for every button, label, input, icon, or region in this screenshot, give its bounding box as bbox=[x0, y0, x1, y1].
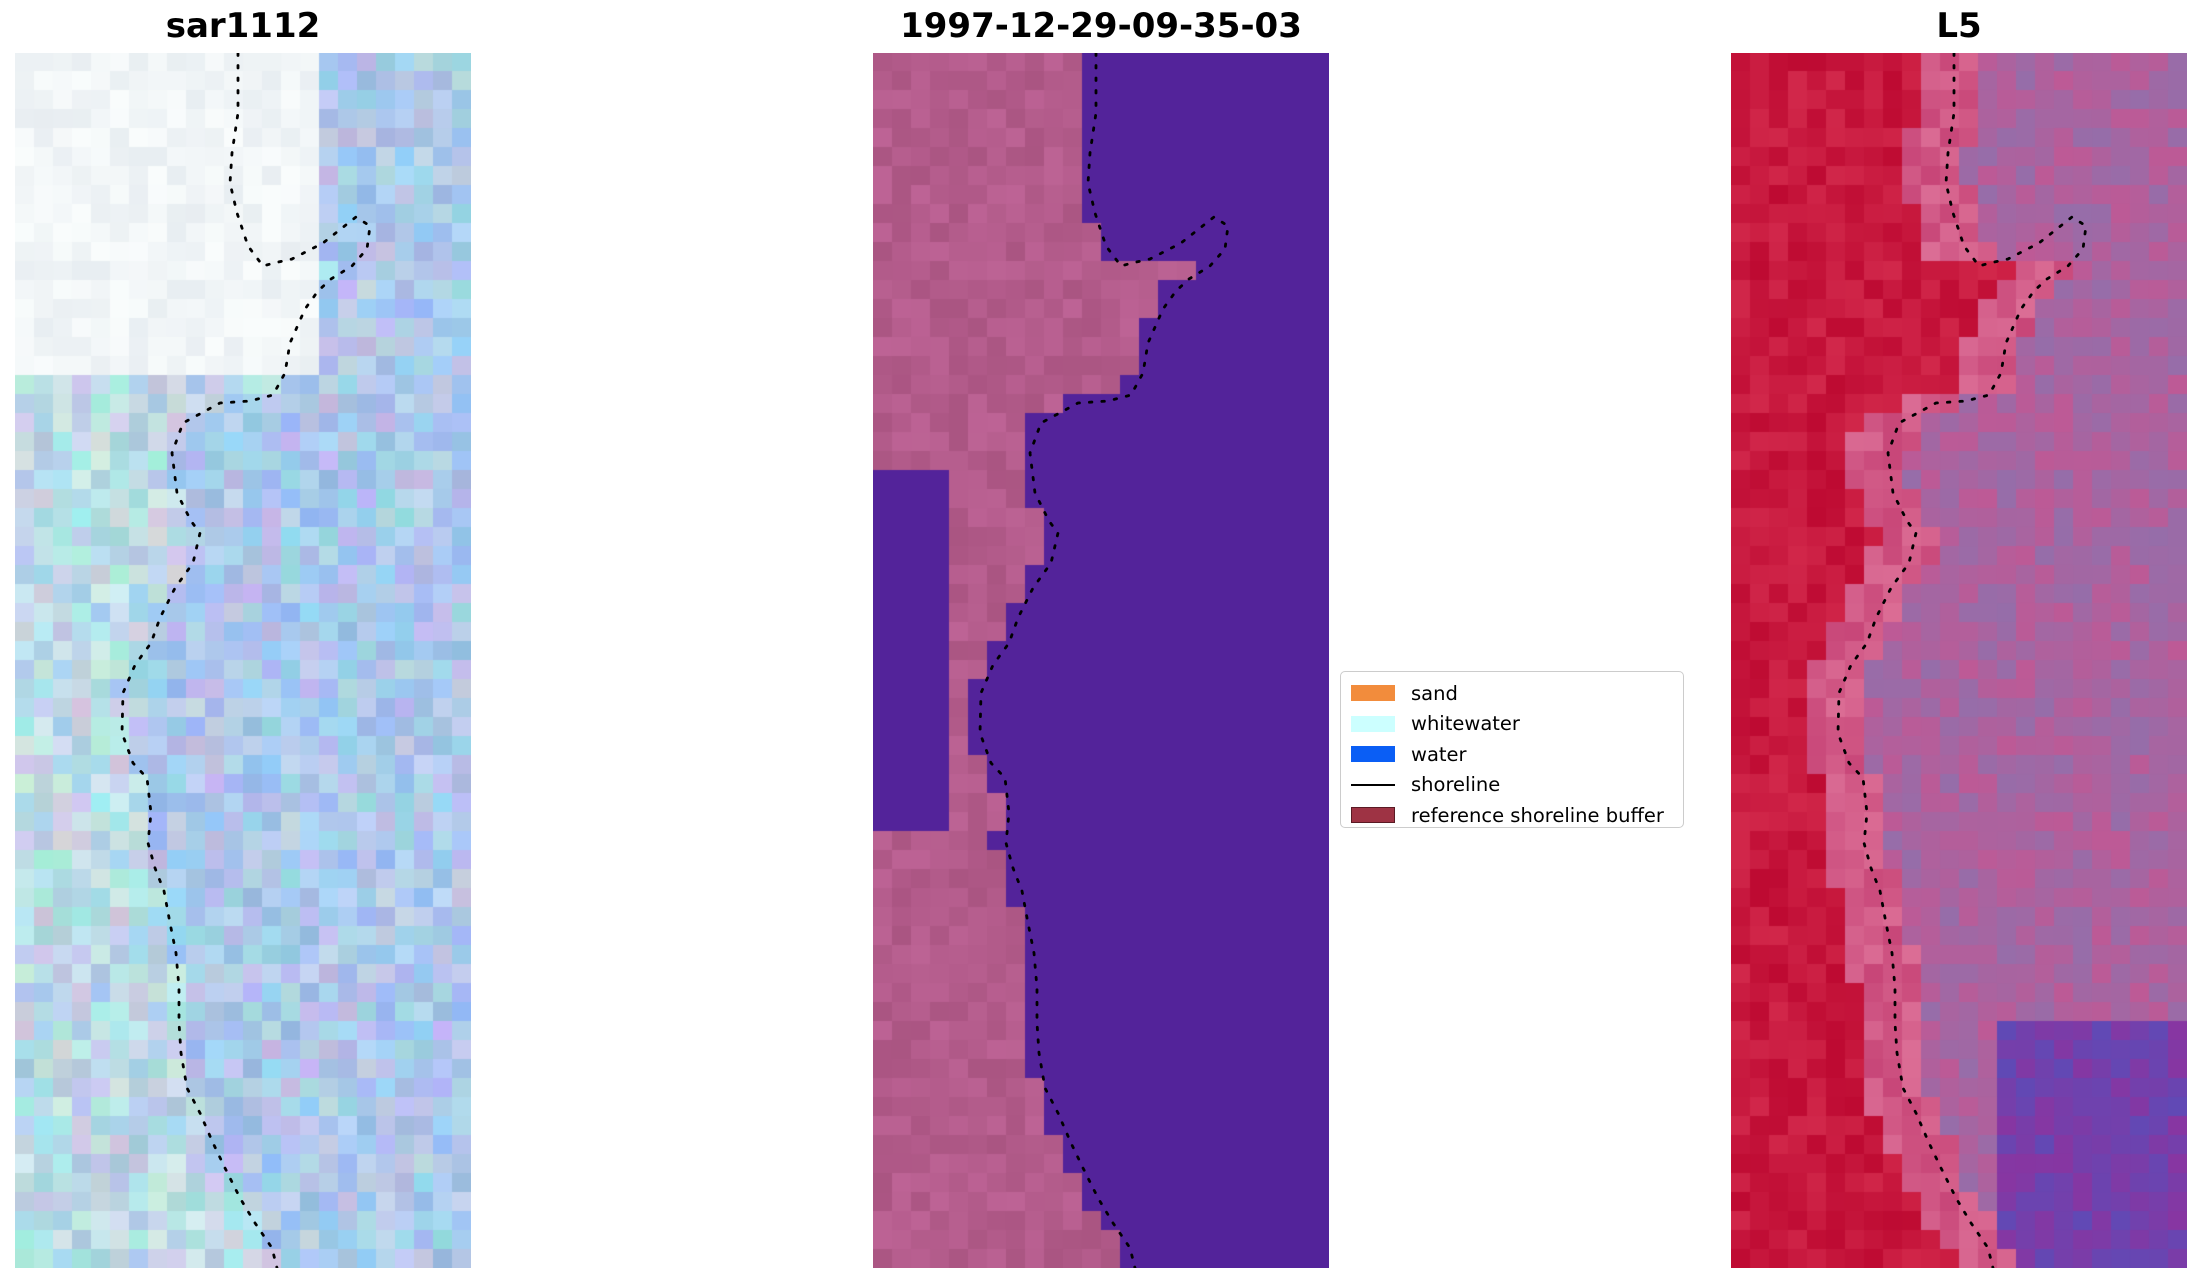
shoreline-overlay bbox=[120, 53, 372, 1268]
legend-item-water: water bbox=[1351, 739, 1673, 770]
legend-item-sand: sand bbox=[1351, 678, 1673, 709]
sand-swatch bbox=[1351, 685, 1395, 702]
legend-label: reference shoreline buffer bbox=[1411, 803, 1664, 827]
legend-label: shoreline bbox=[1411, 773, 1501, 797]
classified-image-panel bbox=[873, 53, 1329, 1268]
panel-title-index: L5 bbox=[1936, 6, 1982, 46]
index-image-panel bbox=[1731, 53, 2187, 1268]
shoreline-line-icon bbox=[1351, 783, 1395, 786]
classified-image bbox=[873, 53, 1329, 1268]
panel-title-rgb: sar1112 bbox=[165, 6, 321, 46]
whitewater-swatch bbox=[1351, 715, 1395, 732]
legend-label: whitewater bbox=[1411, 712, 1520, 736]
shoreline-path bbox=[978, 53, 1230, 1268]
legend: sand whitewater water shoreline referenc… bbox=[1340, 671, 1684, 828]
shoreline-overlay bbox=[1836, 53, 2088, 1268]
rgb-image-panel bbox=[15, 53, 471, 1268]
legend-label: sand bbox=[1411, 681, 1458, 705]
legend-item-reference-buffer: reference shoreline buffer bbox=[1351, 800, 1673, 831]
water-swatch bbox=[1351, 746, 1395, 763]
shoreline-overlay bbox=[978, 53, 1230, 1268]
shoreline-path bbox=[1836, 53, 2088, 1268]
rgb-image bbox=[15, 53, 471, 1268]
panel-title-classified: 1997-12-29-09-35-03 bbox=[900, 6, 1302, 46]
legend-label: water bbox=[1411, 742, 1467, 766]
shoreline-path bbox=[120, 53, 372, 1268]
reference-buffer-swatch bbox=[1351, 807, 1395, 824]
legend-item-whitewater: whitewater bbox=[1351, 709, 1673, 740]
legend-item-shoreline: shoreline bbox=[1351, 770, 1673, 801]
index-image bbox=[1731, 53, 2187, 1268]
